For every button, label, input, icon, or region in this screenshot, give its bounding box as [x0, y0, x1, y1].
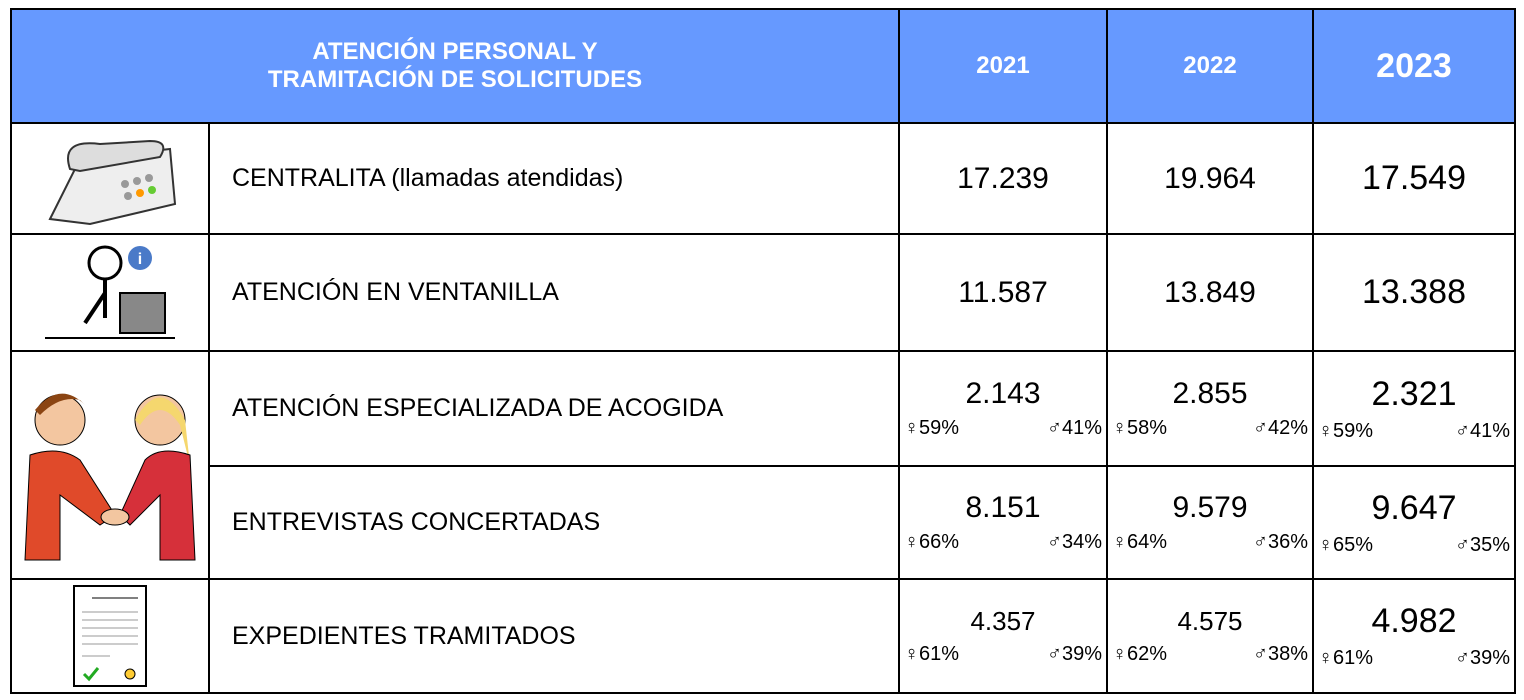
female: ♀65%	[1318, 534, 1373, 557]
gender: ♀61% ♂39%	[900, 637, 1106, 666]
value: 2.321	[1314, 375, 1514, 414]
row: ENTREVISTAS CONCERTADAS 8.151 ♀66% ♂34% 9.…	[11, 466, 1515, 579]
value-cell: 2.143 ♀59% ♂41%	[899, 351, 1107, 466]
male: ♂39%	[1047, 643, 1102, 666]
value: 8.151	[900, 491, 1106, 525]
value-cell: 2.321 ♀59% ♂41%	[1313, 351, 1515, 466]
male: ♂35%	[1455, 534, 1510, 557]
icon-cell: i	[11, 234, 209, 351]
row: EXPEDIENTES TRAMITADOS 4.357 ♀61% ♂39% 4.5…	[11, 579, 1515, 693]
row-label: ATENCIÓN EN VENTANILLA	[209, 234, 899, 351]
phone-icon	[40, 129, 180, 229]
female: ♀58%	[1112, 417, 1167, 440]
value: 2.855	[1108, 377, 1312, 411]
value: 13.388	[1313, 234, 1515, 351]
value: 2.143	[900, 377, 1106, 411]
gender: ♀64% ♂36%	[1108, 525, 1312, 554]
female: ♀64%	[1112, 531, 1167, 554]
value: 17.549	[1313, 123, 1515, 234]
value: 17.239	[899, 123, 1107, 234]
title-line: ATENCIÓN PERSONAL Y	[12, 38, 898, 66]
female: ♀62%	[1112, 643, 1167, 666]
gender: ♀66% ♂34%	[900, 525, 1106, 554]
gender: ♀59% ♂41%	[1314, 414, 1514, 443]
female: ♀59%	[1318, 420, 1373, 443]
value-cell: 4.357 ♀61% ♂39%	[899, 579, 1107, 693]
male: ♂41%	[1047, 417, 1102, 440]
value-cell: 9.579 ♀64% ♂36%	[1107, 466, 1313, 579]
gender: ♀58% ♂42%	[1108, 411, 1312, 440]
female: ♀66%	[904, 531, 959, 554]
male: ♂42%	[1253, 417, 1308, 440]
title-line: TRAMITACIÓN DE SOLICITUDES	[12, 66, 898, 94]
icon-cell	[11, 123, 209, 234]
year: 2022	[1107, 9, 1313, 123]
value: 13.849	[1107, 234, 1313, 351]
document-icon	[70, 582, 150, 690]
row-label: ENTREVISTAS CONCERTADAS	[209, 466, 899, 579]
male: ♂41%	[1455, 420, 1510, 443]
gender: ♀62% ♂38%	[1108, 637, 1312, 666]
page: ATENCIÓN PERSONAL YTRAMITACIÓN DE SOLICI…	[0, 0, 1524, 700]
value-cell: 2.855 ♀58% ♂42%	[1107, 351, 1313, 466]
row-label: CENTRALITA (llamadas atendidas)	[209, 123, 899, 234]
value-cell: 4.982 ♀61% ♂39%	[1313, 579, 1515, 693]
value: 4.357	[900, 606, 1106, 637]
value: 11.587	[899, 234, 1107, 351]
value: 4.982	[1314, 602, 1514, 641]
male: ♂36%	[1253, 531, 1308, 554]
gender: ♀61% ♂39%	[1314, 641, 1514, 670]
year: 2023	[1313, 9, 1515, 123]
icon-cell	[11, 579, 209, 693]
row: ATENCIÓN ESPECIALIZADA DE ACOGIDA 2.143♀…	[11, 351, 1515, 466]
female: ♀59%	[904, 417, 959, 440]
year: 2021	[899, 9, 1107, 123]
row: i ATENCIÓN EN VENTANILLA 11.587 13.849 1…	[11, 234, 1515, 351]
value: 4.575	[1108, 606, 1312, 637]
desk-icon: i	[40, 238, 180, 348]
male: ♂38%	[1253, 643, 1308, 666]
gender: ♀65% ♂35%	[1314, 528, 1514, 557]
value-cell: 8.151 ♀66% ♂34%	[899, 466, 1107, 579]
svg-text:i: i	[138, 251, 142, 268]
female: ♀61%	[1318, 647, 1373, 670]
value: 9.647	[1314, 489, 1514, 528]
value: 19.964	[1107, 123, 1313, 234]
handshake-icon	[20, 365, 200, 565]
value-cell: 9.647 ♀65% ♂35%	[1313, 466, 1515, 579]
value-cell: 4.575 ♀62% ♂38%	[1107, 579, 1313, 693]
value: 9.579	[1108, 491, 1312, 525]
icon-cell	[11, 351, 209, 579]
male: ♂39%	[1455, 647, 1510, 670]
gender: ♀59% ♂41%	[900, 411, 1106, 440]
row-label: ATENCIÓN ESPECIALIZADA DE ACOGIDA	[209, 351, 899, 466]
row-label: EXPEDIENTES TRAMITADOS	[209, 579, 899, 693]
row: CENTRALITA (llamadas atendidas) 17.239 1…	[11, 123, 1515, 234]
female: ♀61%	[904, 643, 959, 666]
male: ♂34%	[1047, 531, 1102, 554]
